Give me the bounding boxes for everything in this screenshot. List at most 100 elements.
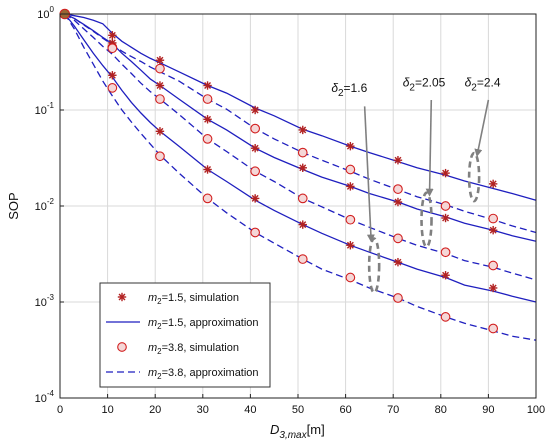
x-tick-label: 60 [339, 404, 351, 416]
sim-point-circle [345, 272, 356, 283]
axis-layer: 0 10 20 30 40 50 60 70 80 90 100 10-4 10-3 10-2 10-1 10… [35, 5, 546, 416]
sim-point-star [299, 164, 307, 172]
sim-point-circle [393, 233, 403, 244]
approx-line-m1.5-delta-1.6 [64, 13, 537, 303]
sim-point-circle [440, 247, 451, 258]
sim-point-circle [440, 312, 451, 322]
sim-point-star [394, 156, 402, 164]
sim-point-circle [107, 83, 118, 93]
sim-point-star [346, 182, 354, 190]
delta-annotation-label: δ2=2.4 [465, 75, 501, 93]
x-tick-label: 70 [387, 404, 399, 416]
sim-point-circle [297, 147, 308, 158]
sim-point-circle [250, 123, 261, 134]
x-tick-label: 80 [435, 404, 447, 416]
sim-point-star [442, 169, 450, 177]
series-layer [64, 13, 537, 341]
legend-entry-sim-m15: m2=1.5, simulation [148, 292, 239, 306]
annotation-arrow [363, 106, 375, 243]
sim-point-circle [107, 43, 118, 54]
sim-point-star [251, 144, 259, 152]
legend-entry-approx-m15: m2=1.5, approximation [148, 317, 259, 331]
sim-point-circle [440, 201, 451, 211]
y-tick-label: 10-2 [35, 197, 55, 213]
x-tick-label: 0 [57, 404, 63, 416]
legend-entry-approx-m38: m2=3.8, approximation [148, 367, 259, 381]
sim-point-circle [297, 254, 308, 264]
sim-point-circle [488, 260, 499, 271]
sim-point-star [346, 142, 354, 150]
y-tick-label: 100 [37, 5, 54, 21]
legend-box [99, 282, 271, 388]
x-axis-label-unit: [m] [307, 422, 325, 437]
sim-point-star [442, 271, 450, 279]
sim-point-star [156, 56, 164, 64]
sim-point-star [204, 115, 212, 123]
legend: m2=1.5, simulation m2=1.5, approximation m… [99, 282, 271, 388]
legend-circle-marker [117, 342, 127, 352]
sim-point-star [204, 166, 212, 173]
sim-point-star [299, 221, 307, 229]
sim-point-star [489, 284, 497, 292]
y-tick-label: 10-1 [35, 101, 55, 117]
approx-line-m3.8-delta-1.6 [64, 13, 537, 341]
x-tick-label: 40 [244, 404, 256, 416]
x-tick-label: 100 [527, 404, 545, 416]
x-axis-label: D3,max[m] [270, 422, 325, 441]
sim-point-circle [155, 94, 165, 104]
sim-point-circle [202, 94, 213, 104]
approx-line-m1.5-delta-2.4 [64, 13, 537, 201]
sim-point-circle [155, 63, 165, 74]
sim-point-star [346, 241, 354, 249]
legend-entry-sim-m38: m2=3.8, simulation [148, 342, 239, 356]
x-axis-label-base: D [270, 422, 279, 437]
sim-point-circle [345, 164, 356, 175]
sim-point-star [394, 198, 402, 206]
sim-point-circle [297, 193, 308, 204]
sim-point-star [299, 126, 307, 134]
annotation-layer: δ2=1.6 δ2=2.05 δ2=2.4 [331, 75, 501, 294]
sim-point-circle [345, 214, 356, 225]
sim-point-star [489, 180, 497, 188]
sim-point-star [394, 258, 402, 266]
x-tick-label: 50 [292, 404, 304, 416]
sim-point-circle [393, 293, 403, 303]
x-tick-label: 90 [482, 404, 494, 416]
sim-point-star [442, 214, 450, 222]
sim-point-star [251, 106, 259, 114]
x-axis-label-sub: 3,max [279, 430, 307, 441]
sim-point-circle [488, 213, 499, 224]
approx-line-m3.8-delta-2.05 [64, 13, 537, 281]
annotation-ellipse [467, 151, 481, 203]
sim-point-circle [488, 323, 499, 334]
x-tick-label: 20 [149, 404, 161, 416]
sim-point-star [251, 194, 259, 202]
sim-point-circle [202, 134, 213, 144]
y-tick-label: 10-3 [35, 293, 55, 309]
delta-annotation-label: δ2=1.6 [331, 81, 367, 99]
marker-layer [59, 8, 499, 334]
sim-point-star [108, 71, 116, 79]
sim-point-star [108, 31, 116, 39]
annotation-arrow [425, 99, 434, 197]
y-axis-label: SOP [6, 192, 21, 219]
approx-line-m3.8-delta-2.4 [64, 13, 537, 234]
sim-point-star [489, 226, 497, 234]
approx-line-m1.5-delta-2.05 [64, 13, 537, 242]
sim-point-circle [250, 227, 261, 238]
sim-point-star [204, 82, 212, 89]
sim-point-star [156, 82, 164, 89]
sim-point-circle [202, 193, 213, 204]
sim-point-star [156, 127, 164, 135]
x-tick-label: 10 [101, 404, 113, 416]
y-tick-label: 10-4 [35, 389, 55, 405]
sim-point-circle [393, 184, 403, 194]
sim-point-circle [155, 151, 165, 162]
delta-annotation-label: δ2=2.05 [403, 75, 446, 93]
sim-point-circle [250, 166, 261, 177]
x-tick-label: 30 [197, 404, 209, 416]
annotation-arrow [474, 99, 490, 158]
legend-star-marker [118, 293, 126, 301]
